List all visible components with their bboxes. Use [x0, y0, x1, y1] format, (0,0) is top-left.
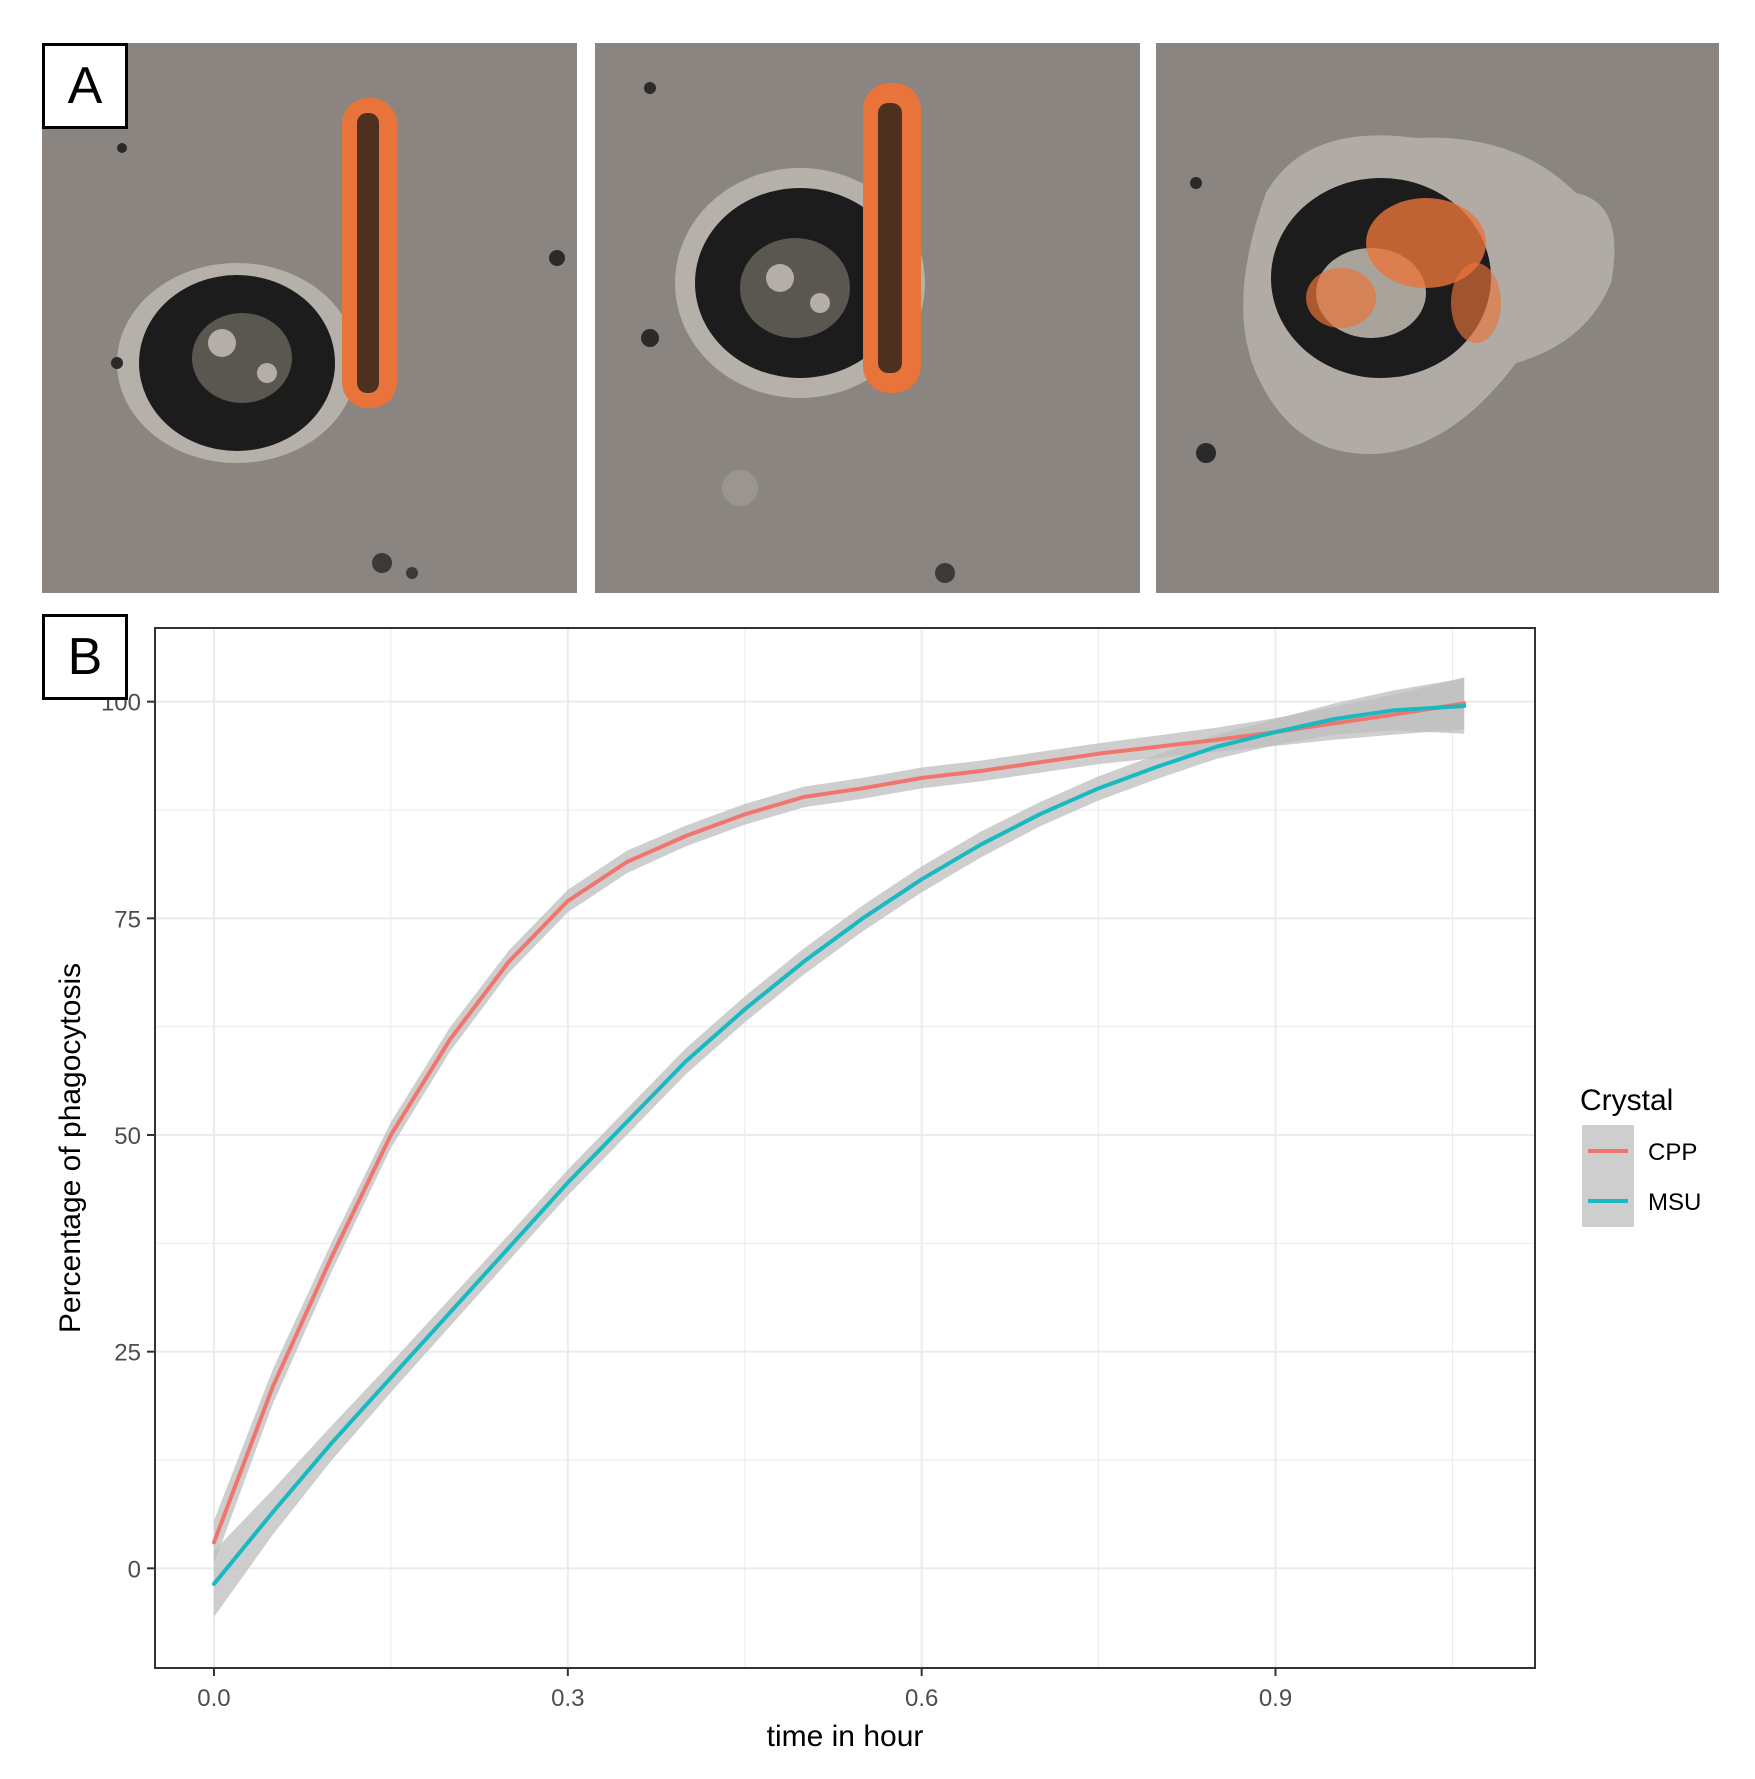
- series-lines: [211, 701, 1467, 1586]
- legend-items: CPP MSU: [1582, 1125, 1701, 1227]
- y-tick-label: 50: [114, 1123, 141, 1150]
- legend-key-background: [1582, 1125, 1634, 1227]
- x-tick-label: 0.0: [197, 1685, 230, 1712]
- x-tick-label: 0.6: [905, 1685, 938, 1712]
- panel-label-b: B: [42, 614, 128, 700]
- y-axis-label: Percentage of phagocytosis: [54, 963, 87, 1333]
- legend-label-cpp: CPP: [1648, 1139, 1697, 1166]
- y-tick-label: 25: [114, 1340, 141, 1367]
- y-tick-label: 75: [114, 906, 141, 933]
- y-tick-label: 0: [128, 1556, 141, 1583]
- legend-label-msu: MSU: [1648, 1189, 1701, 1216]
- panel-label-a: A: [42, 43, 128, 129]
- micrograph-3: [1156, 43, 1719, 593]
- x-axis-label: time in hour: [767, 1720, 924, 1753]
- legend-title: Crystal: [1580, 1084, 1673, 1117]
- cpp-series-line: [211, 701, 1467, 1545]
- legend: Crystal CPP MSU: [1580, 1084, 1701, 1227]
- panel-label-a-text: A: [67, 57, 103, 115]
- x-tick-label: 0.3: [551, 1685, 584, 1712]
- msu-series-line: [211, 704, 1467, 1586]
- micrograph-2: [595, 43, 1140, 593]
- plot-frame: [154, 627, 1536, 1669]
- panel-label-b-text: B: [67, 628, 103, 686]
- x-tick-label: 0.9: [1259, 1685, 1292, 1712]
- micrograph-1: [42, 43, 577, 593]
